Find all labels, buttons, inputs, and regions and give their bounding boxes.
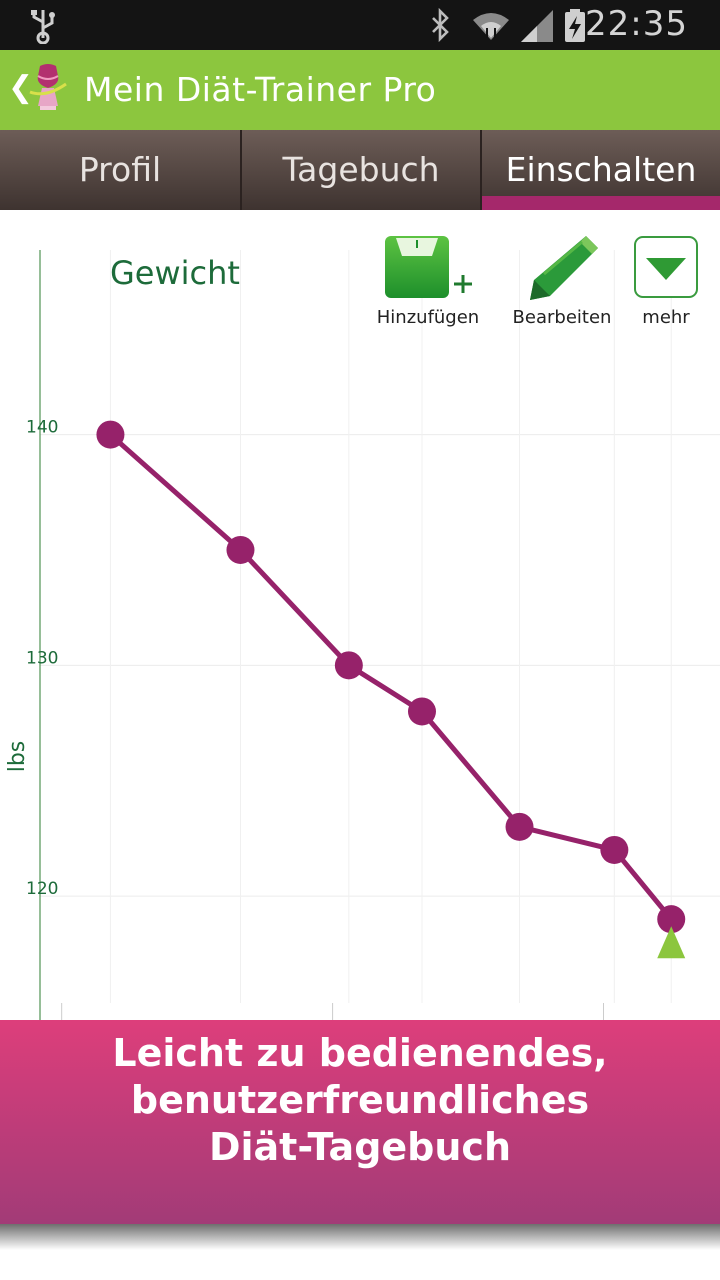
tab-label: Tagebuch bbox=[282, 150, 440, 189]
y-tick-label-130: 130 bbox=[26, 648, 58, 668]
weight-point-0 bbox=[96, 420, 125, 449]
signal-icon bbox=[521, 10, 553, 42]
edit-button[interactable]: Bearbeiten bbox=[510, 234, 614, 328]
tab-label: Einschalten bbox=[505, 150, 697, 189]
chart-title: Gewicht bbox=[110, 254, 240, 292]
tab-profil[interactable]: Profil bbox=[0, 130, 242, 210]
add-label: Hinzufügen bbox=[376, 307, 480, 328]
scale-add-icon bbox=[385, 236, 472, 298]
app-bar: ❮ Mein Diät-Trainer Pro bbox=[0, 50, 720, 130]
y-tick-label-140: 140 bbox=[26, 418, 58, 438]
chevron-down-icon bbox=[634, 236, 698, 298]
promo-banner: Leicht zu bedienendes, benutzerfreundlic… bbox=[0, 1020, 720, 1224]
usb-icon bbox=[28, 8, 58, 48]
app-title: Mein Diät-Trainer Pro bbox=[84, 70, 437, 109]
banner-line-2: benutzerfreundliches bbox=[130, 1078, 590, 1122]
more-label: mehr bbox=[642, 307, 690, 328]
banner-shadow bbox=[0, 1224, 720, 1250]
weight-point-2 bbox=[334, 651, 363, 680]
y-axis-title: lbs bbox=[5, 741, 30, 773]
more-button[interactable]: mehr bbox=[626, 234, 706, 328]
weight-point-5 bbox=[600, 835, 629, 864]
tab-label: Profil bbox=[78, 150, 162, 189]
tab-bar: Profil Tagebuch Einschalten bbox=[0, 130, 720, 210]
status-icons bbox=[425, 7, 590, 48]
active-tab-indicator bbox=[482, 196, 720, 210]
pencil-icon bbox=[530, 236, 598, 300]
weight-point-6 bbox=[657, 905, 686, 934]
weight-point-3 bbox=[407, 697, 436, 726]
wifi-icon bbox=[473, 13, 509, 40]
status-time: 22:35 bbox=[585, 4, 688, 44]
y-tick-label-120: 120 bbox=[26, 879, 58, 899]
weight-series-line bbox=[108, 432, 674, 921]
tab-einschalten[interactable]: Einschalten bbox=[482, 130, 720, 210]
status-bar: 22:35 bbox=[0, 0, 720, 50]
battery-charging-icon bbox=[565, 9, 585, 42]
banner-line-3: Diät-Tagebuch bbox=[208, 1125, 512, 1169]
app-logo-icon bbox=[28, 62, 68, 116]
edit-label: Bearbeiten bbox=[512, 307, 612, 328]
goal-marker bbox=[657, 926, 686, 959]
tab-tagebuch[interactable]: Tagebuch bbox=[242, 130, 482, 210]
banner-line-1: Leicht zu bedienendes, bbox=[112, 1031, 608, 1075]
bluetooth-icon bbox=[432, 7, 449, 43]
back-icon[interactable]: ❮ bbox=[8, 70, 34, 105]
weight-point-1 bbox=[226, 535, 255, 564]
weight-point-4 bbox=[505, 812, 534, 841]
add-button[interactable]: Hinzufügen bbox=[376, 234, 480, 328]
